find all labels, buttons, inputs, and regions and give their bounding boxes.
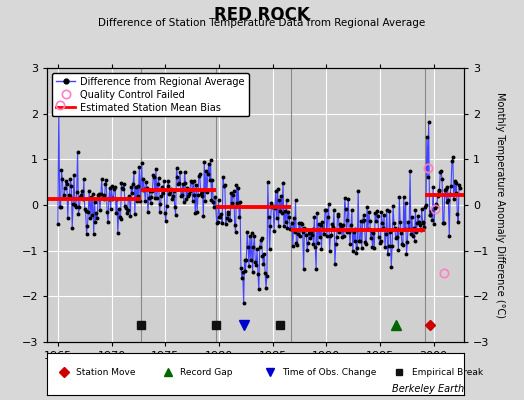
Text: Empirical Break: Empirical Break (412, 368, 483, 377)
Legend: Difference from Regional Average, Quality Control Failed, Estimated Station Mean: Difference from Regional Average, Qualit… (52, 73, 248, 116)
Text: Time of Obs. Change: Time of Obs. Change (282, 368, 377, 377)
Text: Record Gap: Record Gap (180, 368, 233, 377)
Text: Difference of Station Temperature Data from Regional Average: Difference of Station Temperature Data f… (99, 18, 425, 28)
Text: Station Move: Station Move (77, 368, 136, 377)
Y-axis label: Monthly Temperature Anomaly Difference (°C): Monthly Temperature Anomaly Difference (… (495, 92, 505, 318)
Text: Berkeley Earth: Berkeley Earth (391, 384, 464, 394)
Text: RED ROCK: RED ROCK (214, 6, 310, 24)
